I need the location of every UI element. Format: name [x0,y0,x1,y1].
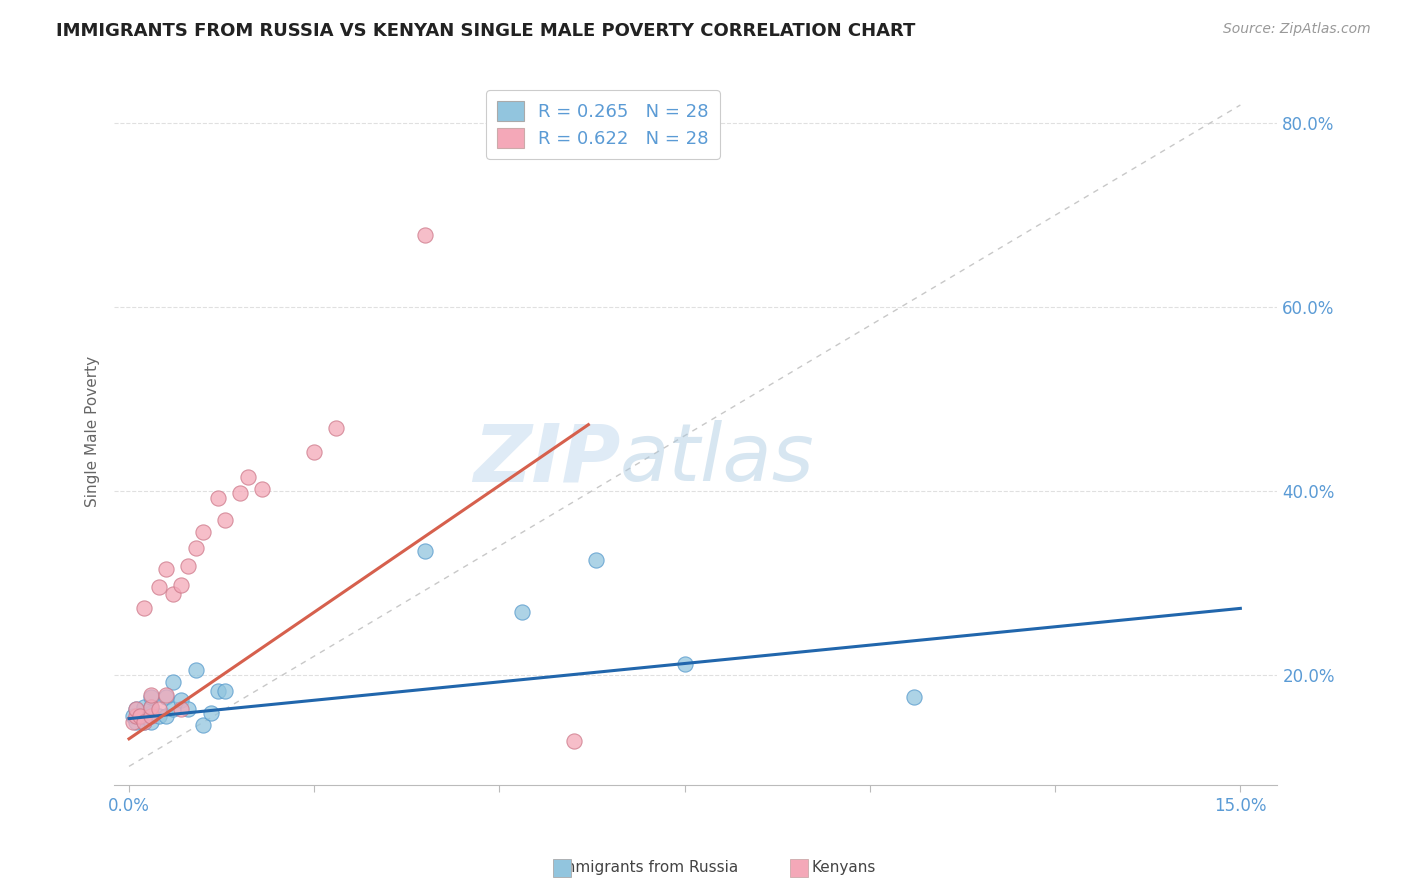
Y-axis label: Single Male Poverty: Single Male Poverty [86,356,100,507]
Point [148,709,170,723]
Point [155,688,177,702]
Point [155,562,177,576]
Point [125,709,148,723]
Point [162,587,184,601]
Point [207,684,229,698]
Text: ZIP: ZIP [472,420,620,499]
Point [155,690,177,705]
Point [184,663,207,677]
Point [141,699,163,714]
Point [148,702,170,716]
Point [125,715,148,730]
Point [191,525,214,540]
Text: Source: ZipAtlas.com: Source: ZipAtlas.com [1223,22,1371,37]
Point [236,470,259,484]
Point [148,580,170,594]
Point [132,709,155,723]
Point [673,657,696,671]
Point [141,699,163,714]
Point [141,690,163,705]
Text: Immigrants from Russia: Immigrants from Russia [555,860,738,874]
Point [325,421,347,435]
Point [141,706,163,720]
Point [121,709,143,723]
Point [177,559,200,574]
Point [132,601,155,615]
Point [170,693,193,707]
Point [214,684,236,698]
Point [170,702,193,716]
Point [129,709,152,723]
Point [125,702,148,716]
Point [125,702,148,716]
Point [214,513,236,527]
Text: atlas: atlas [620,420,815,499]
Point [903,690,925,705]
Point [155,709,177,723]
Point [207,491,229,505]
Point [177,702,200,716]
Legend: R = 0.265   N = 28, R = 0.622   N = 28: R = 0.265 N = 28, R = 0.622 N = 28 [486,90,720,159]
Point [510,605,533,619]
Point [229,485,252,500]
Point [121,715,143,730]
Point [132,715,155,730]
Point [302,445,325,459]
Point [141,715,163,730]
Point [562,733,585,747]
Point [132,715,155,730]
Point [415,543,437,558]
Point [252,482,274,496]
Point [129,709,152,723]
Point [141,709,163,723]
Point [132,699,155,714]
Point [191,718,214,732]
Point [162,674,184,689]
Point [141,688,163,702]
Text: Kenyans: Kenyans [811,860,876,874]
Text: IMMIGRANTS FROM RUSSIA VS KENYAN SINGLE MALE POVERTY CORRELATION CHART: IMMIGRANTS FROM RUSSIA VS KENYAN SINGLE … [56,22,915,40]
Point [415,228,437,243]
Point [162,702,184,716]
Point [170,577,193,591]
Point [585,552,607,566]
Point [200,706,222,720]
Point [184,541,207,555]
